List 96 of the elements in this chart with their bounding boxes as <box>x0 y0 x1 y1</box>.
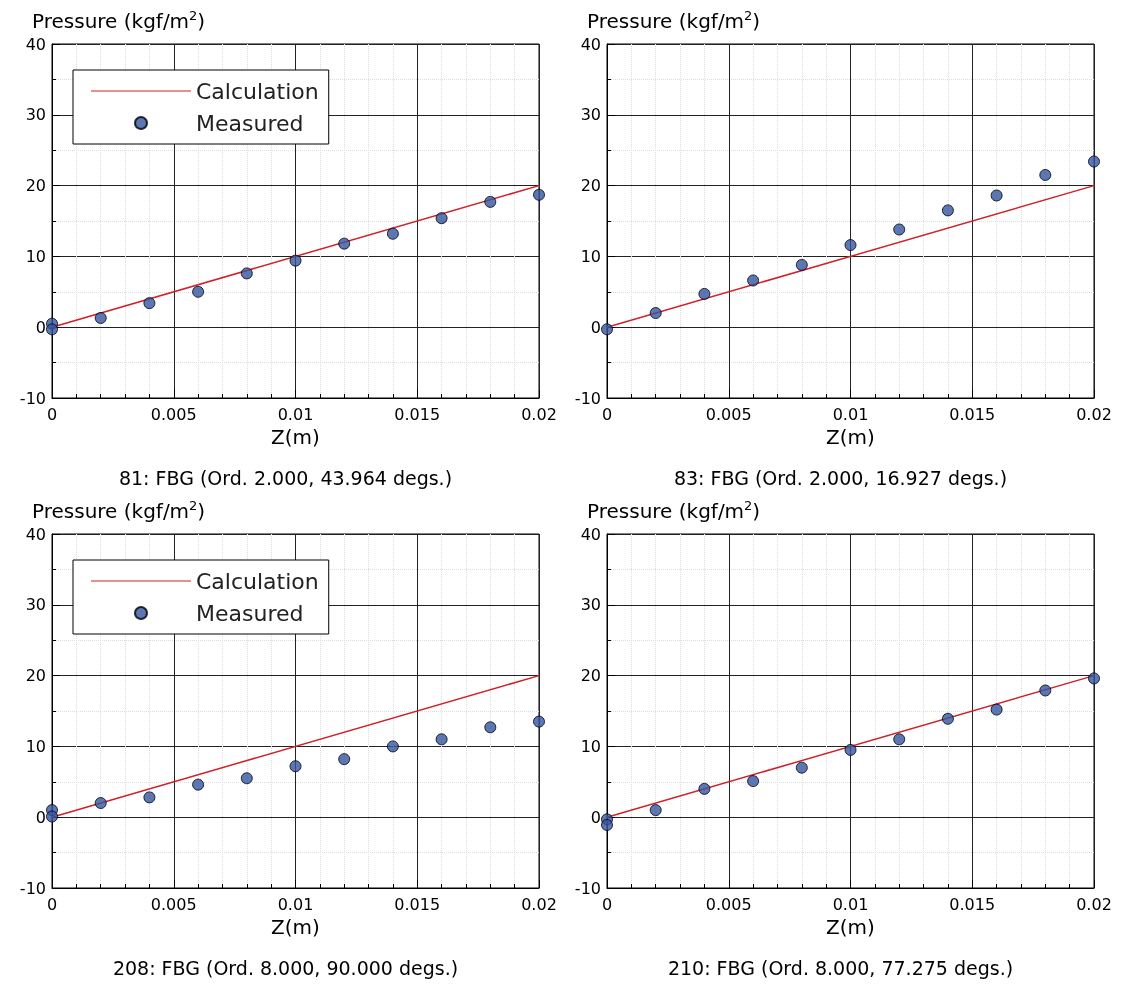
point <box>601 818 613 831</box>
y-tick-label: -10 <box>574 878 601 898</box>
point <box>990 703 1003 716</box>
y-tick-label: 0 <box>590 807 601 827</box>
y-tick-label: 20 <box>580 176 601 196</box>
point <box>46 323 58 336</box>
text: 210: FBG (Ord. 8.000, 77.275 degs.) <box>667 956 1014 979</box>
point <box>747 775 760 788</box>
point <box>747 274 760 287</box>
x-axis-title: Z(m) <box>271 914 320 939</box>
x-tick-label: 0.005 <box>150 894 197 914</box>
point <box>649 307 662 320</box>
point <box>941 712 954 725</box>
point <box>1039 168 1052 181</box>
point <box>46 810 58 823</box>
point <box>338 753 351 766</box>
y-tick-label: -10 <box>19 878 46 898</box>
point <box>844 743 857 756</box>
point <box>1088 672 1100 685</box>
y-tick-label: -10 <box>574 388 601 408</box>
point <box>435 733 448 746</box>
point <box>386 740 399 753</box>
point <box>698 287 711 300</box>
legend-label: Calculation <box>196 568 319 594</box>
x-tick-label: 0.015 <box>949 894 996 914</box>
x-tick-label: 0.01 <box>277 404 314 424</box>
x-axis-title: Z(m) <box>271 424 320 449</box>
point <box>143 297 156 310</box>
point <box>533 715 545 728</box>
point <box>649 804 662 817</box>
point <box>893 733 906 746</box>
x-tick-label: 0.015 <box>394 894 441 914</box>
x-tick-label: 0.02 <box>1076 404 1112 424</box>
x-tick-label: 0.02 <box>521 404 557 424</box>
y-tick-label: 10 <box>25 736 46 756</box>
point <box>240 267 253 280</box>
y-tick-label: 40 <box>580 524 601 544</box>
y-tick-label: 30 <box>580 105 601 125</box>
x-tick-label: 0.01 <box>832 404 869 424</box>
y-tick-label: 0 <box>35 317 46 337</box>
y-tick-label: 10 <box>25 246 46 266</box>
x-tick-label: 0.015 <box>949 404 996 424</box>
point <box>289 760 302 773</box>
x-tick-label: 0.005 <box>705 404 752 424</box>
point <box>435 212 448 225</box>
y-tick-label: 30 <box>580 595 601 615</box>
point <box>143 791 156 804</box>
point <box>240 772 253 785</box>
text: 83: FBG (Ord. 2.000, 16.927 degs.) <box>673 466 1008 489</box>
y-tick-label: 40 <box>580 34 601 54</box>
text: 208: FBG (Ord. 8.000, 90.000 degs.) <box>112 956 459 979</box>
point <box>601 323 613 336</box>
y-tick-label: 10 <box>580 246 601 266</box>
point <box>844 239 857 252</box>
point <box>94 312 107 324</box>
y-tick-label: 0 <box>35 807 46 827</box>
x-tick-label: 0.02 <box>521 894 557 914</box>
y-tick-label: 40 <box>25 524 46 544</box>
point <box>386 227 399 240</box>
point <box>289 254 302 267</box>
x-tick-label: 0.005 <box>705 894 752 914</box>
point <box>1039 684 1052 697</box>
legend-label: Measured <box>196 110 304 136</box>
point <box>893 223 906 236</box>
x-axis-title: Z(m) <box>826 914 875 939</box>
point <box>990 189 1003 202</box>
x-tick-label: 0.015 <box>394 404 441 424</box>
x-tick-label: 0.005 <box>150 404 197 424</box>
y-tick-label: -10 <box>19 388 46 408</box>
point <box>484 195 497 208</box>
y-tick-label: 40 <box>25 34 46 54</box>
point <box>192 285 205 298</box>
point <box>94 797 107 810</box>
point <box>338 237 351 250</box>
y-tick-label: 20 <box>25 666 46 686</box>
point <box>1088 155 1100 168</box>
y-tick-label: 10 <box>580 736 601 756</box>
x-tick-label: 0.01 <box>832 894 869 914</box>
point <box>795 258 808 271</box>
y-tick-label: 0 <box>590 317 601 337</box>
point <box>484 721 497 734</box>
text: 81: FBG (Ord. 2.000, 43.964 degs.) <box>118 466 453 489</box>
point <box>533 188 545 201</box>
x-tick-label: 0.02 <box>1076 894 1112 914</box>
point <box>192 778 205 791</box>
y-tick-label: 20 <box>580 666 601 686</box>
x-axis-title: Z(m) <box>826 424 875 449</box>
y-tick-label: 30 <box>25 105 46 125</box>
legend-label: Calculation <box>196 78 319 104</box>
y-tick-label: 30 <box>25 595 46 615</box>
y-tick-label: 20 <box>25 176 46 196</box>
point <box>941 204 954 217</box>
x-tick-label: 0.01 <box>277 894 314 914</box>
point <box>795 761 808 774</box>
legend-label: Measured <box>196 600 304 626</box>
point <box>698 782 711 795</box>
